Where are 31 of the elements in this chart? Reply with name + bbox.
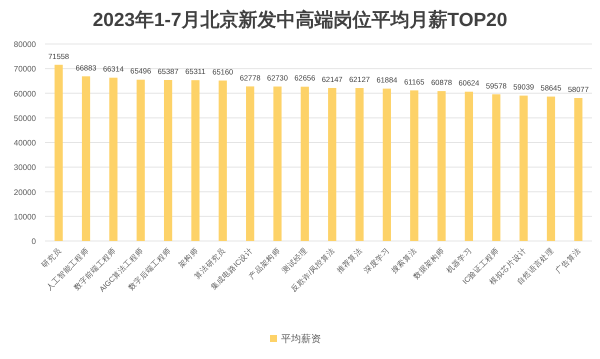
bar: [355, 88, 364, 241]
bar: [246, 86, 254, 241]
bar: [109, 78, 118, 241]
y-tick-label: 80000: [14, 40, 37, 49]
y-tick-label: 70000: [14, 64, 37, 74]
bar: [191, 80, 200, 241]
bar: [492, 94, 500, 241]
bar: [328, 88, 336, 241]
bar: [410, 90, 418, 241]
bar: [164, 80, 172, 241]
bar: [546, 96, 556, 241]
bar: [574, 98, 582, 241]
y-tick-label: 0: [32, 237, 37, 246]
bar: [300, 86, 309, 241]
bar: [54, 64, 63, 241]
bar: [136, 80, 145, 241]
bar: [464, 92, 474, 241]
bar: [218, 80, 227, 241]
legend-label: 平均薪资: [281, 333, 321, 345]
y-tick-label: 50000: [14, 114, 37, 123]
y-tick-label: 40000: [14, 138, 37, 148]
y-tick-label: 20000: [14, 188, 37, 197]
y-tick-label: 30000: [14, 163, 37, 172]
bar: [520, 96, 528, 241]
bar: [437, 91, 446, 241]
y-tick-label: 60000: [14, 89, 37, 98]
bar: [382, 88, 391, 241]
chart-title: 2023年1-7月北京新发中高端岗位平均月薪TOP20: [92, 9, 508, 31]
bar: [82, 76, 90, 241]
bar: [273, 86, 282, 241]
y-tick-label: 10000: [14, 212, 37, 222]
